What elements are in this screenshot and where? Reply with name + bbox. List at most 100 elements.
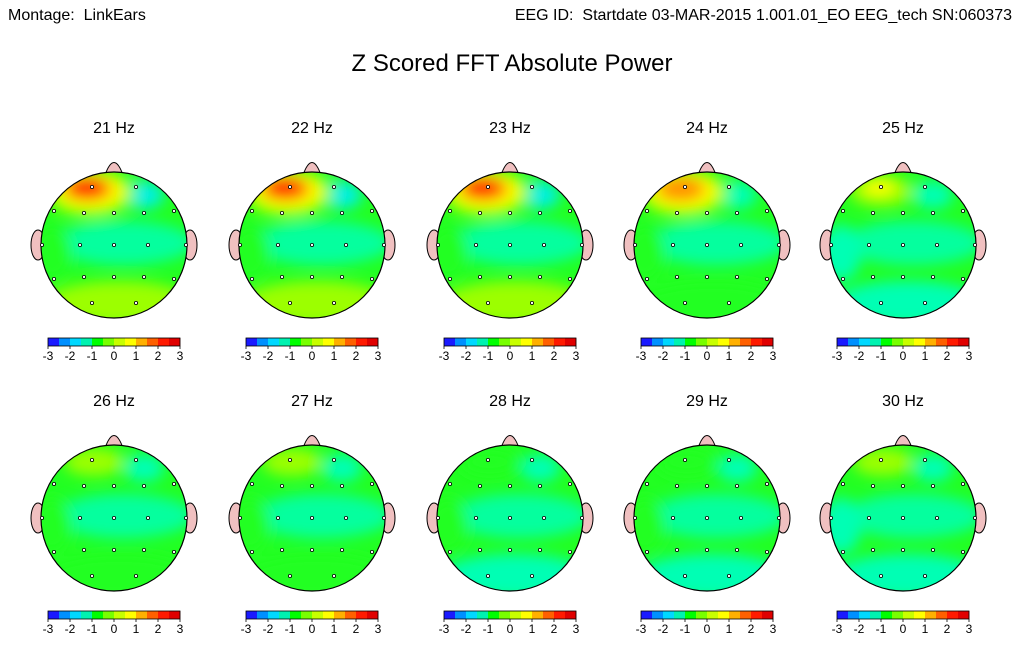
electrode-marker	[675, 211, 680, 216]
electrode-marker	[538, 211, 543, 216]
colorbar-tick-label: -3	[241, 622, 252, 633]
electrode-marker	[486, 185, 491, 190]
electrode-marker	[508, 243, 513, 248]
electrode-marker	[78, 243, 83, 248]
colorbar-swatch	[881, 611, 893, 619]
colorbar-swatch	[114, 338, 126, 346]
electrode-marker	[112, 547, 117, 552]
electrode-marker	[51, 209, 56, 214]
electrode-marker	[972, 243, 977, 248]
electrode-marker	[530, 185, 535, 190]
electrode-marker	[486, 573, 491, 578]
colorbar-swatch	[466, 611, 478, 619]
colorbar-swatch	[914, 611, 926, 619]
electrode-marker	[51, 276, 56, 281]
electrode-marker	[249, 549, 254, 554]
electrode-marker	[288, 185, 293, 190]
electrode-marker	[237, 516, 242, 521]
electrode-marker	[447, 549, 452, 554]
electrode-marker	[486, 300, 491, 305]
colorbar-swatch	[751, 338, 763, 346]
scalp-field	[41, 172, 187, 318]
colorbar-tick-label: 2	[155, 349, 162, 360]
colorbar-tick-label: 2	[748, 622, 755, 633]
electrode-marker	[381, 516, 386, 521]
colorbar-tick-label: -3	[439, 622, 450, 633]
colorbar-swatch	[859, 338, 871, 346]
colorbar-tick-label: 2	[551, 349, 558, 360]
colorbar-tick-label: -3	[43, 349, 54, 360]
colorbar-swatch	[947, 611, 959, 619]
electrode-marker	[705, 484, 710, 489]
eeg-id-value: Startdate 03-MAR-2015 1.001.01_EO EEG_te…	[582, 7, 1012, 24]
electrode-marker	[478, 484, 483, 489]
colorbar-swatch	[696, 611, 708, 619]
colorbar-swatch	[290, 338, 302, 346]
electrode-marker	[538, 274, 543, 279]
electrode-marker	[644, 482, 649, 487]
colorbar-swatch	[367, 338, 379, 346]
frequency-label: 29 Hz	[686, 393, 728, 410]
electrode-marker	[901, 243, 906, 248]
colorbar: -3 -2 -1 0 1 2 3	[636, 610, 777, 633]
electrode-marker	[134, 573, 139, 578]
colorbar-tick-label: -2	[658, 622, 669, 633]
electrode-marker	[632, 516, 637, 521]
electrode-marker	[739, 516, 744, 521]
colorbar-tick-label: -2	[854, 622, 865, 633]
electrode-marker	[960, 549, 965, 554]
colorbar-swatch	[455, 611, 467, 619]
colorbar-tick-label: -2	[854, 349, 865, 360]
head-map: -3 -2 -1 0 1 2 3	[30, 162, 198, 360]
electrode-marker	[369, 209, 374, 214]
head-map: -3 -2 -1 0 1 2 3	[819, 435, 987, 633]
electrode-marker	[369, 549, 374, 554]
colorbar-swatch	[532, 611, 544, 619]
electrode-marker	[508, 211, 513, 216]
electrode-marker	[82, 211, 87, 216]
colorbar-tick-label: -2	[461, 622, 472, 633]
colorbar-swatch	[169, 611, 181, 619]
head-map: -3 -2 -1 0 1 2 3	[228, 162, 396, 360]
head-map: -3 -2 -1 0 1 2 3	[623, 435, 791, 633]
electrode-marker	[840, 276, 845, 281]
colorbar-swatch	[521, 611, 533, 619]
electrode-marker	[828, 516, 833, 521]
electrode-marker	[705, 243, 710, 248]
colorbar-swatch	[718, 611, 730, 619]
colorbar-swatch	[707, 338, 719, 346]
colorbar-swatch	[532, 338, 544, 346]
electrode-marker	[183, 243, 188, 248]
electrode-marker	[478, 274, 483, 279]
electrode-marker	[705, 547, 710, 552]
scalp-field	[830, 445, 976, 591]
colorbar-swatch	[48, 611, 60, 619]
colorbar-swatch	[685, 338, 697, 346]
colorbar-swatch	[565, 338, 577, 346]
electrode-marker	[632, 243, 637, 248]
colorbar-tick-label: -1	[876, 349, 887, 360]
electrode-marker	[39, 516, 44, 521]
electrode-marker	[901, 211, 906, 216]
electrode-marker	[134, 458, 139, 463]
electrode-marker	[901, 274, 906, 279]
colorbar-tick-label: 1	[726, 349, 733, 360]
colorbar-swatch	[762, 338, 774, 346]
colorbar-swatch	[268, 611, 280, 619]
colorbar-tick-label: -3	[439, 349, 450, 360]
eeg-id-info: EEG ID: Startdate 03-MAR-2015 1.001.01_E…	[515, 7, 1012, 25]
head-map: -3 -2 -1 0 1 2 3	[228, 435, 396, 633]
colorbar-swatch	[444, 338, 456, 346]
colorbar-tick-label: 1	[529, 622, 536, 633]
colorbar-swatch	[323, 611, 335, 619]
electrode-marker	[332, 458, 337, 463]
colorbar-swatch	[323, 338, 335, 346]
electrode-marker	[332, 573, 337, 578]
colorbar-tick-label: 1	[133, 622, 140, 633]
colorbar-swatch	[367, 611, 379, 619]
colorbar-tick-label: 2	[748, 349, 755, 360]
electrode-marker	[538, 547, 543, 552]
electrode-marker	[310, 547, 315, 552]
electrode-marker	[727, 573, 732, 578]
electrode-marker	[675, 484, 680, 489]
